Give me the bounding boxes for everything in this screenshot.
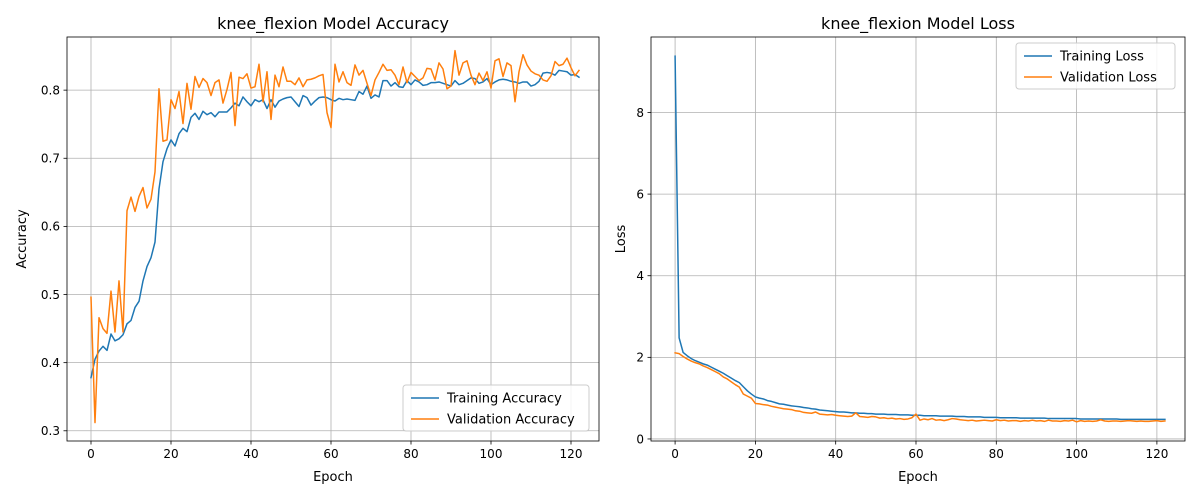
loss-x-tick-label: 80	[989, 447, 1004, 461]
accuracy-legend-box	[402, 384, 590, 432]
accuracy-y-tick-label: 0.6	[41, 220, 60, 234]
loss-series-training-line	[674, 55, 1166, 421]
loss-y-axis-label: Loss	[614, 225, 629, 254]
loss-legend-label: Training Loss	[1059, 50, 1144, 65]
accuracy-x-tick-label: 100	[480, 447, 503, 461]
accuracy-y-tick-label: 0.4	[41, 356, 60, 370]
accuracy-legend-label: Validation Accuracy	[447, 413, 575, 428]
accuracy-legend-label: Training Accuracy	[446, 392, 562, 407]
loss-x-tick-label: 60	[908, 447, 923, 461]
accuracy-chart-title: knee_flexion Model Accuracy	[217, 14, 449, 34]
loss-x-axis-label: Epoch	[898, 470, 938, 485]
accuracy-x-tick-label: 120	[560, 447, 583, 461]
accuracy-x-tick-label: 40	[243, 447, 258, 461]
accuracy-x-tick-label: 60	[323, 447, 338, 461]
accuracy-series-training-line	[90, 69, 581, 379]
loss-series-validation-line	[674, 351, 1166, 423]
loss-y-tick-label: 6	[636, 187, 644, 201]
accuracy-x-tick-label: 0	[87, 447, 95, 461]
accuracy-series-validation-line	[90, 49, 581, 424]
loss-x-tick-label: 0	[671, 447, 679, 461]
accuracy-y-tick-label: 0.7	[41, 152, 60, 166]
loss-y-tick-label: 4	[636, 269, 644, 283]
accuracy-legend: Training Accuracy Validation Accuracy	[402, 384, 590, 432]
accuracy-axes-frame	[66, 36, 600, 442]
accuracy-x-tick-label: 80	[403, 447, 418, 461]
loss-y-tick-label: 0	[636, 432, 644, 446]
loss-x-tick-label: 120	[1145, 447, 1168, 461]
accuracy-y-tick-label: 0.8	[41, 83, 60, 97]
loss-legend-box	[1015, 42, 1176, 90]
accuracy-chart-panel: 0 20 40 60 80 100 120 0.3 0.4 0.5 0.6 0.7 0.8 knee_fl…	[15, 14, 600, 485]
loss-x-tick-label: 40	[828, 447, 843, 461]
loss-axes-frame	[650, 36, 1186, 442]
loss-y-tick-label: 2	[636, 351, 644, 365]
accuracy-y-axis-label: Accuracy	[15, 209, 30, 269]
accuracy-x-tick-label: 20	[163, 447, 178, 461]
loss-legend: Training Loss Validation Loss	[1015, 42, 1176, 90]
accuracy-x-axis-label: Epoch	[313, 470, 353, 485]
accuracy-y-tick-label: 0.3	[41, 424, 60, 438]
loss-y-tick-label: 8	[636, 106, 644, 120]
accuracy-y-tick-label: 0.5	[41, 288, 60, 302]
loss-chart-panel: 0 20 40 60 80 100 120 0 2 4 6 8 knee_flexion Model L…	[614, 14, 1186, 485]
loss-x-tick-label: 20	[748, 447, 763, 461]
loss-x-tick-label: 100	[1065, 447, 1088, 461]
loss-chart-title: knee_flexion Model Loss	[821, 14, 1015, 34]
loss-legend-label: Validation Loss	[1060, 71, 1157, 86]
